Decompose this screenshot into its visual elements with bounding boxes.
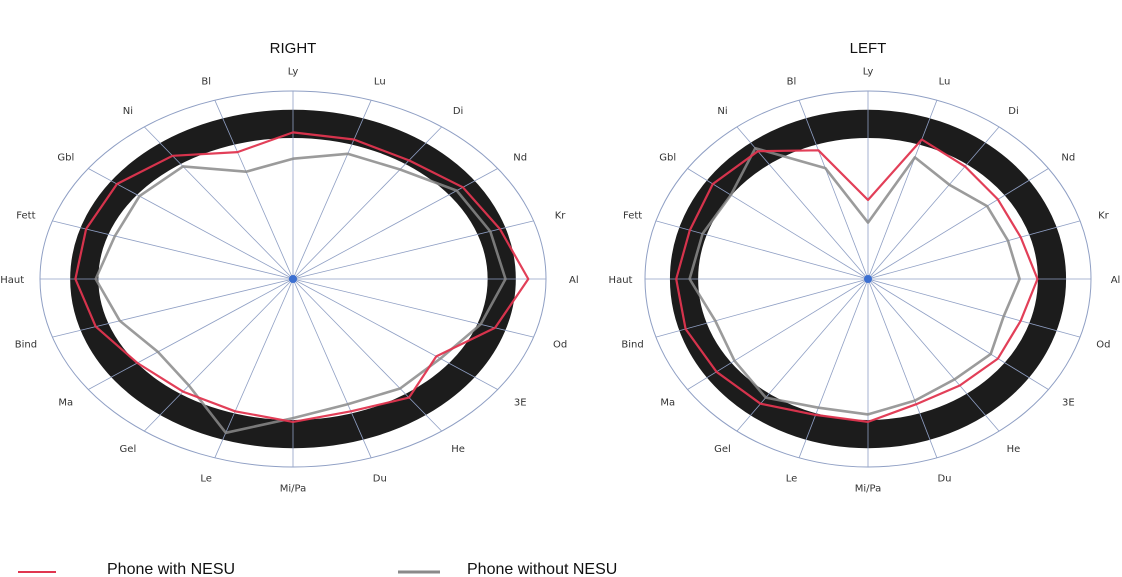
left-spoke (867, 278, 938, 458)
left-axis-label: Ma (660, 398, 675, 409)
right-axis-label: 3E (514, 398, 527, 409)
left-panel-title: LEFT (850, 40, 887, 57)
right-axis-label: Kr (555, 211, 567, 222)
left-axis-label: Al (1111, 275, 1121, 286)
right-series-without-nesu (94, 152, 507, 435)
legend-label-without-nesu: Phone without NESU (467, 561, 617, 577)
left-axis-label: Haut (609, 275, 633, 286)
left-spoke (867, 126, 1000, 280)
right-axis-label: Ni (123, 106, 133, 117)
right-spoke (292, 168, 498, 280)
right-spoke (292, 220, 534, 280)
right-spoke (292, 278, 498, 390)
right-spoke (52, 278, 294, 338)
left-axis-label: Nd (1061, 152, 1075, 163)
left-axis-label: Od (1096, 340, 1110, 351)
right-axis-label: Bl (201, 77, 211, 88)
left-axis-label: He (1007, 444, 1021, 455)
right-spoke (144, 126, 294, 280)
left-axis-label: Di (1008, 106, 1018, 117)
left-spoke (867, 168, 1049, 280)
right-axis-label: Gel (120, 444, 137, 455)
left-spoke (867, 220, 1081, 280)
left-axis-label: Ly (863, 66, 874, 77)
left-center-dot (864, 275, 872, 283)
right-axis-label: Bind (15, 340, 37, 351)
left-axis-label: Ni (717, 106, 727, 117)
right-axis-label: Nd (513, 152, 527, 163)
right-axis-label: Du (373, 474, 387, 485)
right-axis-label: Od (553, 340, 567, 351)
left-axis-label: Fett (623, 211, 642, 222)
right-spoke (292, 126, 442, 280)
right-axis-label: Ly (288, 66, 299, 77)
right-series-with-nesu (74, 131, 530, 423)
right-axis-label: Ma (58, 398, 73, 409)
left-spoke (867, 278, 1000, 432)
right-panel-title: RIGHT (270, 40, 317, 57)
right-axis-label: Mi/Pa (280, 484, 306, 495)
left-spoke (687, 168, 869, 280)
left-axis-label: Le (786, 474, 798, 485)
left-spoke (655, 220, 869, 280)
left-axis-label: Du (937, 474, 951, 485)
left-spoke (867, 278, 1049, 390)
right-spoke (88, 278, 294, 390)
left-spoke (798, 278, 869, 458)
left-axis-label: Mi/Pa (855, 484, 881, 495)
right-axis-label: Lu (374, 77, 386, 88)
left-spoke (798, 100, 869, 280)
right-radar-panel: RIGHT Ly Lu Di Nd Kr Al Od 3E He Du Mi/Pa Le Gel Ma Bi… (0, 40, 578, 495)
left-spoke (736, 278, 869, 432)
right-spoke (214, 100, 294, 280)
left-axis-label: Gel (714, 444, 731, 455)
left-radar-panel: LEFT Ly Lu Di Nd Kr Al Od 3E He Du Mi/Pa Le Gel Ma Bin… (609, 40, 1121, 495)
left-spoke (867, 100, 938, 280)
right-axis-label: Di (453, 106, 463, 117)
right-axis-label: Haut (0, 275, 24, 286)
legend-item-without-nesu: Phone without NESU (398, 561, 617, 577)
legend: Phone with NESU Phone without NESU (18, 561, 617, 577)
right-axis-label: He (451, 444, 465, 455)
left-axis-label: Gbl (659, 152, 676, 163)
right-spoke (214, 278, 294, 458)
left-axis-label: Bind (621, 340, 643, 351)
right-spoke (292, 278, 372, 458)
right-axis-label: Fett (16, 211, 35, 222)
right-spoke (88, 168, 294, 280)
right-spoke (52, 220, 294, 280)
left-axis-label: 3E (1062, 398, 1075, 409)
right-axis-label: Gbl (57, 152, 74, 163)
right-spoke (292, 278, 442, 432)
right-axis-label: Le (200, 474, 212, 485)
left-axis-label: Kr (1098, 211, 1110, 222)
left-spoke (687, 278, 869, 390)
left-spoke (655, 278, 869, 338)
right-axis-label: Al (569, 275, 579, 286)
left-series-with-nesu (675, 138, 1039, 423)
right-spoke (144, 278, 294, 432)
left-axis-label: Lu (939, 77, 951, 88)
legend-label-with-nesu: Phone with NESU (107, 561, 235, 577)
left-series-without-nesu (688, 146, 1021, 416)
left-axis-label: Bl (787, 77, 797, 88)
left-spoke (867, 278, 1081, 338)
right-spoke (292, 100, 372, 280)
legend-item-with-nesu: Phone with NESU (18, 561, 235, 577)
right-center-dot (289, 275, 297, 283)
